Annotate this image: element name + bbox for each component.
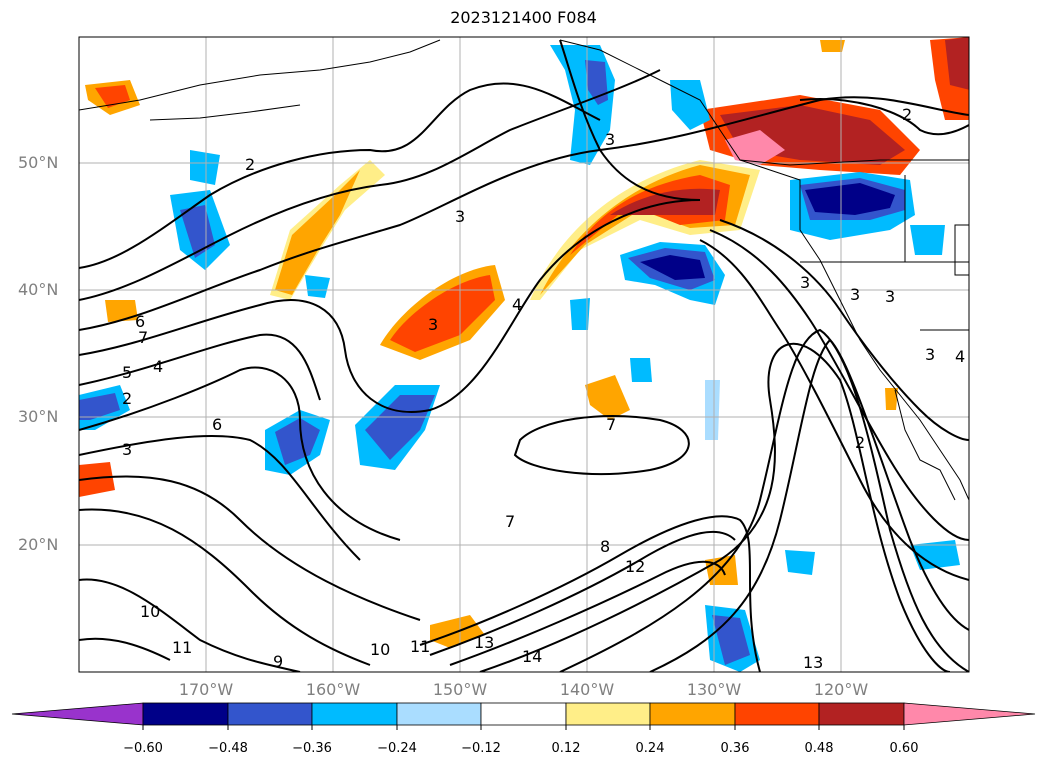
colorbar-tick-label: −0.24: [377, 741, 417, 756]
colorbar-segment: [311, 702, 398, 726]
colorbar-segment: [734, 702, 820, 726]
longitude-label: 160°W: [305, 680, 361, 699]
latitude-label: 30°N: [18, 407, 59, 426]
contour-label: 10: [370, 640, 390, 659]
contour-label: 3: [605, 130, 615, 149]
contour-label: 13: [803, 653, 823, 672]
contour-label: 3: [925, 345, 935, 364]
contour-label: 3: [885, 287, 895, 306]
colorbar-segment: [818, 702, 905, 726]
colorbar-tick-label: −0.48: [208, 741, 248, 756]
contour-label: 5: [122, 363, 132, 382]
contour-label-group: 2 3 3 4 3 6 7 5 4 2 3 6 7 7 8 12 10 11 9…: [122, 105, 965, 672]
contour-label: 12: [625, 557, 645, 576]
longitude-label: 170°W: [178, 680, 234, 699]
map-title: 2023121400 F084: [450, 8, 597, 27]
latitude-label: 20°N: [18, 535, 59, 554]
colorbar-tick-label: −0.12: [461, 741, 501, 756]
contour-label: 2: [855, 433, 865, 452]
contour-label: 3: [122, 440, 132, 459]
contour-label: 7: [505, 512, 515, 531]
longitude-label: 150°W: [432, 680, 488, 699]
longitude-label: 130°W: [686, 680, 742, 699]
colorbar-segment: [480, 702, 567, 726]
colorbar-tick-label: 0.24: [635, 741, 665, 756]
colorbar-tick-label: 0.60: [889, 741, 919, 756]
contour-label: 10: [140, 602, 160, 621]
contour-label: 6: [135, 312, 145, 331]
colorbar-tick-label: 0.12: [551, 741, 581, 756]
latitude-label: 50°N: [18, 153, 59, 172]
colorbar-extend-low: [11, 702, 144, 726]
colorbar-tick-label: 0.36: [720, 741, 750, 756]
contour-label: 7: [606, 415, 616, 434]
contour-label: 2: [122, 389, 132, 408]
contour-label: 3: [800, 273, 810, 292]
colorbar-segment: [227, 702, 313, 726]
colorbar-segment: [396, 702, 482, 726]
colorbar-segment: [142, 702, 229, 726]
colorbar: [11, 702, 1036, 730]
colorbar-segment: [565, 702, 651, 726]
contour-label: 8: [600, 537, 610, 556]
colorbar-tick-label: −0.60: [123, 741, 163, 756]
contour-label: 4: [153, 357, 163, 376]
map-frame: [78, 36, 970, 673]
contour-label: 7: [138, 328, 148, 347]
contour-label: 3: [850, 285, 860, 304]
contour-label: 2: [902, 105, 912, 124]
colorbar-segment: [649, 702, 736, 726]
contour-label: 2: [245, 155, 255, 174]
contour-label: 4: [955, 347, 965, 366]
shading-layer: [79, 37, 969, 672]
contour-label: 11: [410, 637, 430, 656]
contour-label: 11: [172, 638, 192, 657]
colorbar-extend-high: [903, 702, 1036, 726]
contour-label: 6: [212, 415, 222, 434]
contour-label: 3: [455, 207, 465, 226]
contour-label: 4: [512, 295, 522, 314]
colorbar-tick-label: 0.48: [804, 741, 834, 756]
colorbar-tick-label: −0.36: [292, 741, 332, 756]
longitude-label: 140°W: [559, 680, 615, 699]
coastlines: [79, 39, 969, 501]
contour-label: 9: [273, 652, 283, 671]
contour-label: 3: [428, 315, 438, 334]
latitude-label: 40°N: [18, 280, 59, 299]
contour-lines: [79, 39, 969, 672]
contour-label: 14: [522, 647, 542, 666]
longitude-label: 120°W: [813, 680, 869, 699]
contour-label: 13: [474, 633, 494, 652]
